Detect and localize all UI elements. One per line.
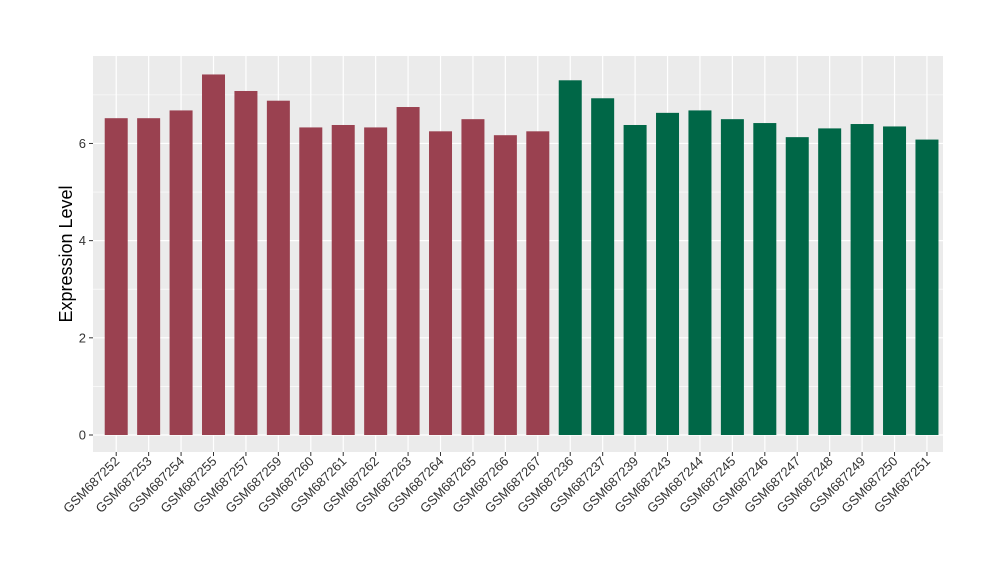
bar-GSM687264 <box>429 131 452 435</box>
bar-GSM687245 <box>721 119 744 435</box>
bar-GSM687250 <box>883 126 906 435</box>
y-tick-label: 0 <box>79 427 86 442</box>
x-axis: GSM687252GSM687253GSM687254GSM687255GSM6… <box>60 452 933 516</box>
bar-GSM687260 <box>299 127 322 435</box>
bar-GSM687262 <box>364 127 387 435</box>
bar-GSM687248 <box>818 128 841 435</box>
bar-GSM687266 <box>494 135 517 435</box>
bar-GSM687244 <box>688 110 711 435</box>
bar-GSM687249 <box>851 124 874 435</box>
bar-GSM687263 <box>397 107 420 435</box>
bar-GSM687254 <box>170 110 193 435</box>
bar-GSM687237 <box>591 98 614 435</box>
y-tick-label: 2 <box>79 330 86 345</box>
y-axis-title: Expression Level <box>56 185 76 322</box>
bar-GSM687265 <box>461 119 484 435</box>
y-tick-label: 6 <box>79 136 86 151</box>
bar-GSM687255 <box>202 74 225 435</box>
bar-GSM687243 <box>656 113 679 435</box>
y-axis: 0 2 4 6 <box>79 136 93 443</box>
bar-GSM687267 <box>526 131 549 435</box>
bar-GSM687259 <box>267 101 290 435</box>
bar-GSM687251 <box>915 140 938 435</box>
bar-GSM687239 <box>624 125 647 435</box>
bar-GSM687261 <box>332 125 355 435</box>
bar-GSM687246 <box>753 123 776 435</box>
bar-GSM687253 <box>137 118 160 435</box>
bar-GSM687236 <box>559 80 582 435</box>
bar-GSM687257 <box>234 91 257 435</box>
bar-GSM687247 <box>786 137 809 435</box>
y-tick-label: 4 <box>79 233 86 248</box>
bar-GSM687252 <box>105 118 128 435</box>
